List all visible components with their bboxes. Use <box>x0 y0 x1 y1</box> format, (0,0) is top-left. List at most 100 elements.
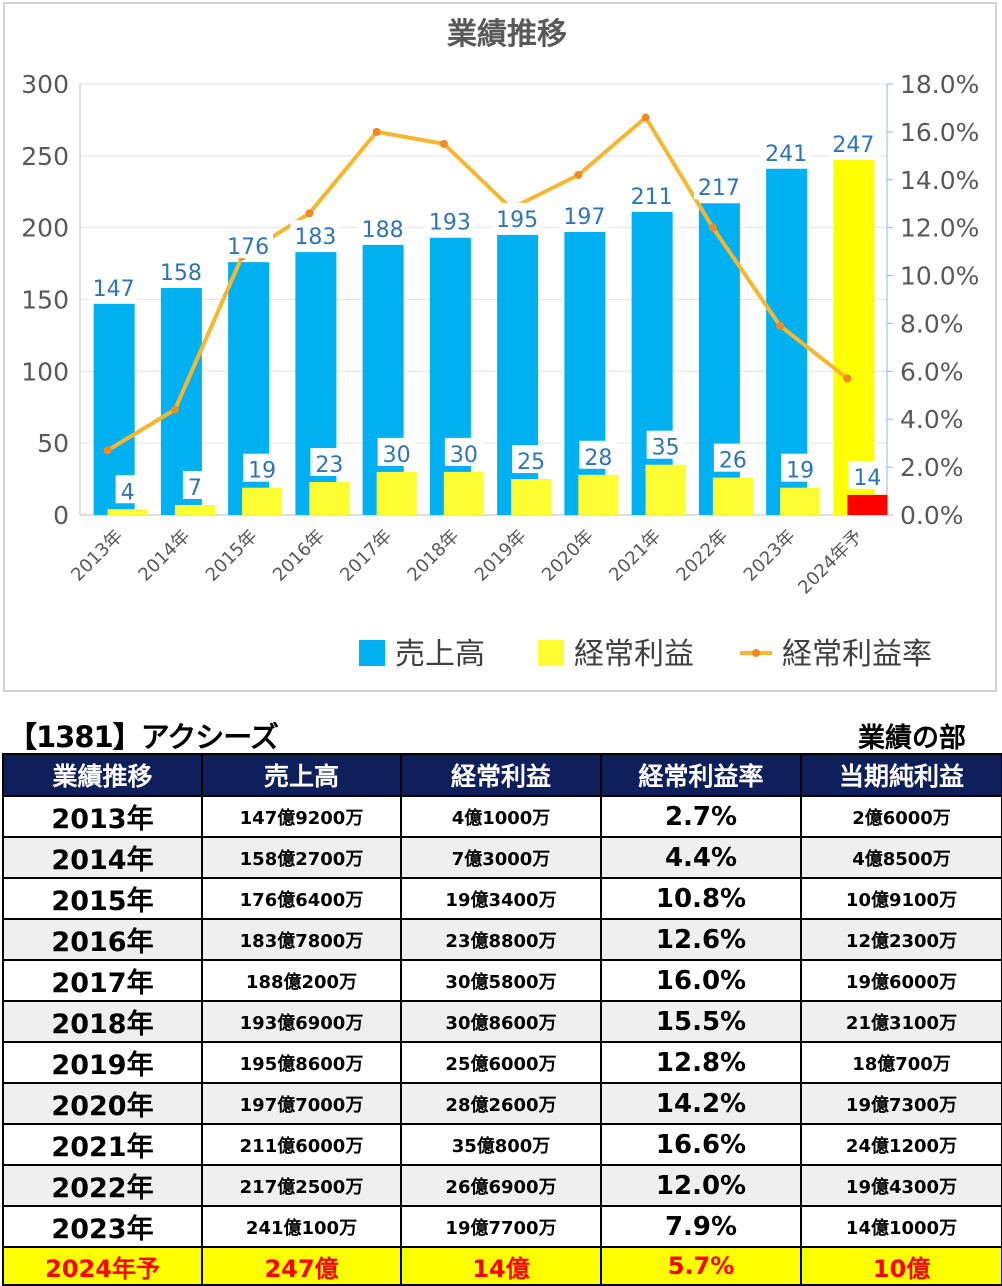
forecast-cell: 10億 <box>800 1246 1002 1286</box>
profit-label-bg <box>512 445 551 474</box>
forecast-row: 2024年予 247億 14億 5.7% 10億 <box>2 1246 1002 1286</box>
row-year-cell: 2016年 <box>2 918 203 961</box>
row-sales-cell: 147億9200万 <box>201 795 402 838</box>
sales-value-label: 247 <box>832 133 874 158</box>
row-profit-rate-cell: 14.2% <box>600 1082 802 1125</box>
sales-value-label: 188 <box>362 218 404 243</box>
sales-label-bg <box>155 256 206 285</box>
row-ordinary-profit-cell: 19億3400万 <box>400 877 602 920</box>
row-sales-cell: 217億2500万 <box>201 1164 402 1207</box>
rate-point <box>574 170 583 179</box>
legend-label-sales: 売上高 <box>395 637 485 672</box>
row-profit-rate-cell: 16.0% <box>600 959 802 1002</box>
row-profit-rate-cell: 15.5% <box>600 1000 802 1043</box>
x-tick-label: 2018年 <box>403 526 463 586</box>
legend-label-profit: 経常利益 <box>574 637 694 672</box>
performance-table: 業績推移 売上高 経常利益 経常利益率 当期純利益 2013年 147億9200万… <box>2 753 1002 1286</box>
y2-tick-label: 10.0% <box>900 262 979 291</box>
sales-value-label: 197 <box>563 205 605 230</box>
row-sales-cell: 193億6900万 <box>201 1000 402 1043</box>
row-ordinary-profit-cell: 35億800万 <box>400 1123 602 1166</box>
sales-label-bg <box>559 199 610 228</box>
y2-tick-label: 14.0% <box>900 166 979 195</box>
sales-value-label: 217 <box>698 176 740 201</box>
sales-value-label: 195 <box>496 208 538 233</box>
performance-chart: 業績推移 0 50 100 150 200 250 300 0.0% 2.0% 4.0% 6.0%… <box>21 17 979 672</box>
row-ordinary-profit-cell: 30億5800万 <box>400 959 602 1002</box>
row-net-income-cell: 12億2300万 <box>800 918 1002 961</box>
legend-label-rate: 経常利益率 <box>782 637 932 672</box>
row-year-cell: 2021年 <box>2 1123 203 1166</box>
x-tick-label: 2014年 <box>134 526 194 586</box>
profit-bar <box>107 509 148 515</box>
profit-label-bg <box>182 470 207 499</box>
profit-value-label: 28 <box>584 446 612 471</box>
table-row: 2015年 176億6400万 19億3400万 10.8% 10億9100万 <box>2 877 1002 920</box>
sales-value-label: 241 <box>765 142 807 167</box>
col-header-period: 業績推移 <box>2 753 203 797</box>
y2-tick-label: 8.0% <box>900 309 964 338</box>
rate-point <box>170 405 179 414</box>
profit-bar <box>174 504 215 515</box>
profit-bar <box>443 471 484 515</box>
profit-value-label: 25 <box>517 450 545 475</box>
table-row: 2014年 158億2700万 7億3000万 4.4% 4億8500万 <box>2 836 1002 879</box>
row-ordinary-profit-cell: 4億1000万 <box>400 795 602 838</box>
row-profit-rate-cell: 10.8% <box>600 877 802 920</box>
rate-point <box>103 446 112 455</box>
y2-axis-ticks: 0.0% 2.0% 4.0% 6.0% 8.0% 10.0% 12.0% 14.0% 16.0%… <box>887 70 979 530</box>
row-ordinary-profit-cell: 25億6000万 <box>400 1041 602 1084</box>
row-ordinary-profit-cell: 23億8800万 <box>400 918 602 961</box>
profit-value-label: 30 <box>450 443 478 468</box>
table-row: 2020年 197億7000万 28億2600万 14.2% 19億7300万 <box>2 1082 1002 1125</box>
col-header-sales: 売上高 <box>201 753 402 797</box>
row-sales-cell: 158億2700万 <box>201 836 402 879</box>
profit-label-bg <box>377 437 416 466</box>
table-row: 2016年 183億7800万 23億8800万 12.6% 12億2300万 <box>2 918 1002 961</box>
sales-label-bg <box>357 212 408 241</box>
profit-value-label: 14 <box>853 466 881 491</box>
profit-bar <box>242 487 283 515</box>
table-row: 2018年 193億6900万 30億8600万 15.5% 21億3100万 <box>2 1000 1002 1043</box>
y2-tick-label: 2.0% <box>900 453 964 482</box>
profit-value-label: 19 <box>786 459 814 484</box>
row-sales-cell: 195億8600万 <box>201 1041 402 1084</box>
table-header-row: 業績推移 売上高 経常利益 経常利益率 当期純利益 <box>2 753 1002 797</box>
y-tick-label: 250 <box>21 142 69 171</box>
rate-point <box>439 139 448 148</box>
profit-label-bg <box>848 460 887 489</box>
profit-bar <box>847 494 888 515</box>
row-net-income-cell: 14億1000万 <box>800 1205 1002 1248</box>
y-tick-label: 150 <box>21 286 69 315</box>
row-ordinary-profit-cell: 26億6900万 <box>400 1164 602 1207</box>
sales-label-bg <box>223 230 274 259</box>
profit-label-bg <box>646 430 685 459</box>
profit-bar <box>511 479 552 515</box>
sales-label-bg <box>424 205 475 234</box>
chart-frame: 業績推移 0 50 100 150 200 250 300 0.0% 2.0% 4.0% 6.0%… <box>3 2 997 692</box>
sales-value-label: 193 <box>429 211 471 236</box>
row-ordinary-profit-cell: 30億8600万 <box>400 1000 602 1043</box>
profit-label-bg <box>310 447 349 476</box>
row-year-cell: 2018年 <box>2 1000 203 1043</box>
row-net-income-cell: 19億4300万 <box>800 1164 1002 1207</box>
profit-bar <box>578 474 619 515</box>
rate-line <box>106 115 849 453</box>
row-sales-cell: 176億6400万 <box>201 877 402 920</box>
forecast-cell: 5.7% <box>600 1246 802 1286</box>
profit-label-bg <box>243 453 282 482</box>
y2-tick-label: 6.0% <box>900 357 964 386</box>
profit-label-bg <box>115 475 140 504</box>
sales-value-label: 211 <box>631 185 673 210</box>
row-profit-rate-cell: 7.9% <box>600 1205 802 1248</box>
row-profit-rate-cell: 2.7% <box>600 795 802 838</box>
x-axis-ticks: 2013年 2014年 2015年 2016年 2017年 2018年 2019年 2020年… <box>67 526 867 599</box>
sales-label-bg <box>828 128 879 157</box>
row-sales-cell: 188億200万 <box>201 959 402 1002</box>
rate-point <box>708 223 717 232</box>
row-sales-cell: 211億6000万 <box>201 1123 402 1166</box>
profit-value-label: 30 <box>383 443 411 468</box>
legend-swatch-sales <box>359 640 385 666</box>
rate-point <box>843 374 852 383</box>
sales-label-bg <box>693 171 744 200</box>
